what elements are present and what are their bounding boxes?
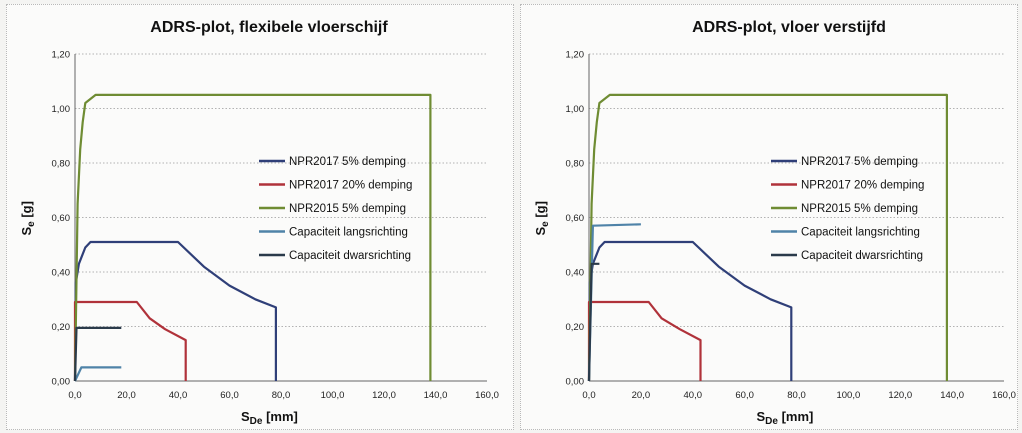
- y-axis-label: Se [g]: [533, 201, 551, 235]
- chart-panel-verstijfd: ADRS-plot, vloer verstijfd 0,00 0,20 0,40 0,…: [520, 4, 1018, 430]
- legend-label-1: NPR2017 5% demping: [801, 156, 918, 168]
- series-line-3: [587, 93, 948, 382]
- legend-label-3: NPR2015 5% demping: [289, 203, 406, 215]
- x-tick-label: 20,0: [117, 390, 136, 401]
- y-tick-label: 0,60: [52, 213, 71, 224]
- legend-label-2: NPR2017 20% demping: [801, 180, 924, 192]
- series-line-5: [73, 326, 122, 382]
- y-tick-label: 0,40: [52, 268, 71, 279]
- x-tick-label: 80,0: [272, 390, 291, 401]
- y-tick-label: 1,00: [566, 104, 585, 115]
- legend-label-2: NPR2017 20% demping: [289, 180, 412, 192]
- chart-title: ADRS-plot, flexibele vloerschijf: [150, 19, 388, 36]
- x-tick-label: 40,0: [684, 390, 703, 401]
- x-tick-label: 0,0: [68, 390, 81, 401]
- x-axis-label-unit: [mm]: [262, 409, 297, 424]
- y-tick-label: 1,00: [52, 104, 71, 115]
- y-tick-label: 0,40: [566, 268, 585, 279]
- x-tick-label: 120,0: [888, 390, 912, 401]
- y-tick-label: 0,80: [52, 159, 71, 170]
- x-tick-label: 160,0: [475, 390, 499, 401]
- x-tick-label: 100,0: [321, 390, 345, 401]
- y-tick-label: 1,20: [566, 50, 585, 61]
- x-tick-label: 120,0: [372, 390, 396, 401]
- x-tick-label: 0,0: [582, 390, 595, 401]
- x-tick-label: 20,0: [632, 390, 651, 401]
- adrs-chart-flexibele: ADRS-plot, flexibele vloerschijf 0,00 0,20…: [19, 19, 499, 427]
- y-tick-label: 0,60: [566, 213, 585, 224]
- y-axis-label-main: S: [533, 227, 548, 236]
- y-axis-label-main: S: [19, 227, 34, 236]
- y-tick-label: 1,20: [52, 50, 71, 61]
- x-tick-label: 100,0: [836, 390, 860, 401]
- legend-label-5: Capaciteit dwarsrichting: [289, 250, 411, 262]
- x-tick-label: 60,0: [735, 390, 754, 401]
- y-axis-label-unit: [g]: [533, 201, 548, 221]
- legend-label-4: Capaciteit langsrichting: [289, 227, 408, 239]
- chart-panel-flexibele: ADRS-plot, flexibele vloerschijf 0,00 0,20…: [6, 4, 514, 430]
- series-line-2: [587, 300, 702, 381]
- x-tick-label: 40,0: [169, 390, 188, 401]
- legend-label-5: Capaciteit dwarsrichting: [801, 250, 923, 262]
- x-tick-label: 160,0: [992, 390, 1016, 401]
- y-axis-label-sub: e: [26, 221, 37, 227]
- legend-label-3: NPR2015 5% demping: [801, 203, 918, 215]
- legend-label-1: NPR2017 5% demping: [289, 156, 406, 168]
- x-axis-label-sub: De: [765, 416, 778, 427]
- x-axis-label-main: S: [757, 409, 766, 424]
- series-line-2: [73, 300, 187, 381]
- y-tick-label: 0,00: [566, 377, 585, 388]
- series-line-4: [74, 366, 122, 382]
- y-tick-label: 0,80: [566, 159, 585, 170]
- x-axis-label: SDe [mm]: [757, 409, 814, 427]
- x-axis-label-unit: [mm]: [778, 409, 813, 424]
- x-tick-label: 80,0: [787, 390, 806, 401]
- x-axis-label: SDe [mm]: [241, 409, 298, 427]
- x-tick-label: 140,0: [424, 390, 448, 401]
- series-line-3: [73, 93, 432, 382]
- y-tick-label: 0,00: [52, 377, 71, 388]
- legend-label-4: Capaciteit langsrichting: [801, 227, 920, 239]
- adrs-chart-verstijfd: ADRS-plot, vloer verstijfd 0,00 0,20 0,40 0,…: [533, 19, 1016, 427]
- series-line-1: [73, 240, 277, 382]
- x-axis-label-sub: De: [250, 416, 263, 427]
- y-tick-label: 0,20: [566, 322, 585, 333]
- y-axis-label-sub: e: [540, 221, 551, 227]
- series-line-5: [587, 262, 600, 382]
- chart-title: ADRS-plot, vloer verstijfd: [692, 19, 886, 36]
- x-tick-label: 60,0: [220, 390, 239, 401]
- x-tick-label: 140,0: [940, 390, 964, 401]
- y-axis-label: Se [g]: [19, 201, 37, 235]
- y-tick-label: 0,20: [52, 322, 71, 333]
- series-line-1: [587, 240, 793, 382]
- x-axis-label-main: S: [241, 409, 250, 424]
- y-axis-label-unit: [g]: [19, 201, 34, 221]
